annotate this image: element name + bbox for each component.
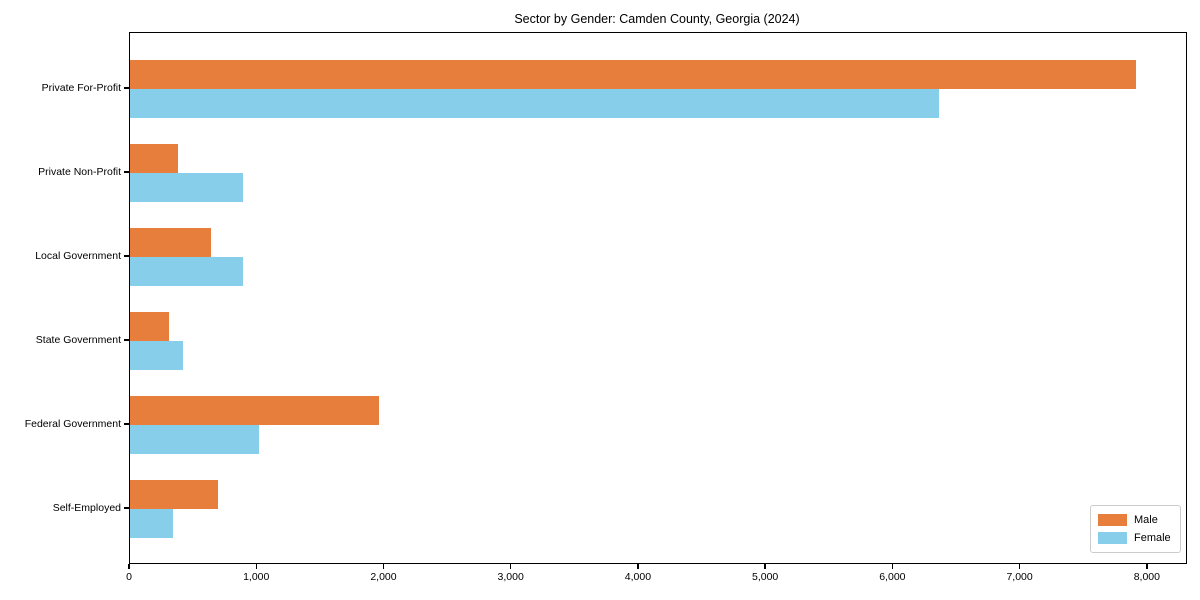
x-tick-mark <box>128 563 130 569</box>
bar-male-private-for-profit <box>130 60 1137 89</box>
bar-female-private-for-profit <box>130 89 940 118</box>
x-tick-mark <box>637 563 639 569</box>
y-tick-mark <box>124 339 129 341</box>
bar-female-state-government <box>130 341 184 370</box>
x-tick-label-6000: 6,000 <box>879 571 906 583</box>
bar-male-self-employed <box>130 480 218 509</box>
bar-female-federal-government <box>130 425 259 454</box>
legend-swatch-male <box>1098 514 1127 526</box>
x-tick-mark <box>255 563 257 569</box>
x-tick-label-4000: 4,000 <box>624 571 652 583</box>
x-tick-label-1000: 1,000 <box>243 571 270 583</box>
y-tick-mark <box>124 507 129 509</box>
chart-title: Sector by Gender: Camden County, Georgia… <box>514 12 800 26</box>
legend-label-female: Female <box>1134 532 1171 544</box>
y-tick-label-local-government: Local Government <box>35 250 121 262</box>
y-tick-mark <box>124 171 129 173</box>
x-tick-label-2000: 2,000 <box>370 571 397 583</box>
x-tick-mark <box>764 563 766 569</box>
legend: Male Female <box>1090 505 1181 553</box>
y-tick-label-state-government: State Government <box>35 334 121 346</box>
bar-female-local-government <box>130 257 244 286</box>
x-tick-mark <box>891 563 894 569</box>
x-tick-label-0: 0 <box>126 571 132 583</box>
x-tick-label-3000: 3,000 <box>497 571 524 583</box>
bar-female-self-employed <box>130 509 174 538</box>
x-tick-mark <box>1018 563 1021 569</box>
y-tick-mark <box>124 87 129 89</box>
legend-row-male: Male <box>1098 511 1173 529</box>
plot-area <box>129 32 1187 564</box>
y-tick-label-private-for-profit: Private For-Profit <box>41 82 121 94</box>
x-tick-mark <box>1146 563 1148 569</box>
bar-male-state-government <box>130 312 170 341</box>
y-tick-mark <box>124 255 129 257</box>
bar-female-private-non-profit <box>130 173 244 202</box>
legend-swatch-female <box>1098 532 1127 544</box>
x-tick-label-5000: 5,000 <box>752 571 779 583</box>
x-tick-label-7000: 7,000 <box>1006 571 1033 583</box>
y-tick-mark <box>124 423 129 425</box>
x-tick-label-8000: 8,000 <box>1133 571 1160 583</box>
bar-male-federal-government <box>130 396 380 425</box>
y-tick-label-self-employed: Self-Employed <box>52 502 121 514</box>
legend-row-female: Female <box>1098 529 1173 547</box>
bar-male-local-government <box>130 228 212 257</box>
y-tick-label-federal-government: Federal Government <box>24 418 121 430</box>
bar-male-private-non-profit <box>130 144 179 173</box>
y-tick-label-private-non-profit: Private Non-Profit <box>38 166 121 178</box>
legend-label-male: Male <box>1134 514 1158 526</box>
x-tick-mark <box>509 563 512 569</box>
x-tick-mark <box>382 563 385 569</box>
